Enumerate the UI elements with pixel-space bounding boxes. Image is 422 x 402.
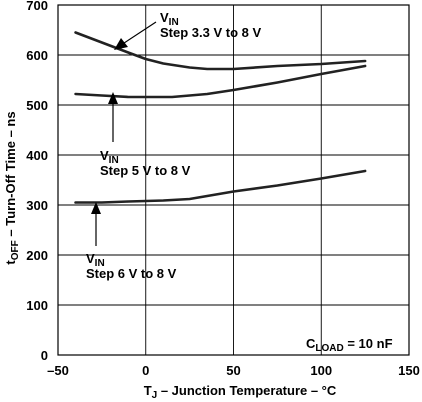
annotation-5v-vin: VIN [100,148,119,166]
annotation-5v-text: Step 5 V to 8 V [100,163,191,178]
x-axis-label: TJ – Junction Temperature – °C [144,383,337,401]
annotation-3v3-arrowhead [114,38,128,50]
y-tick-labels: 0 100 200 300 400 500 600 700 [26,0,48,363]
x-tick-label: 100 [310,363,332,378]
annotation-6v-vin: VIN [86,251,105,269]
y-tick-label: 500 [26,98,48,113]
annotation-3v3-vin: VIN [160,10,179,28]
series-line-2 [74,64,367,99]
series-line-1 [74,31,367,71]
annotation-3v3: VIN Step 3.3 V to 8 V [114,10,261,50]
load-condition-label: CLOAD = 10 nF [306,336,393,354]
annotation-6v-arrowhead [91,202,101,214]
y-tick-label: 300 [26,198,48,213]
x-tick-label: 50 [226,363,240,378]
y-tick-label: 600 [26,48,48,63]
y-axis-label: tOFF – Turn-Off Time – ns [3,111,21,264]
series-lines [74,31,367,204]
x-tick-labels: –50 0 50 100 150 [47,363,420,378]
gridlines [58,5,409,355]
y-tick-label: 200 [26,248,48,263]
annotation-6v: VIN Step 6 V to 8 V [86,202,177,281]
annotation-3v3-text: Step 3.3 V to 8 V [160,25,261,40]
annotation-6v-text: Step 6 V to 8 V [86,266,177,281]
annotation-5v: VIN Step 5 V to 8 V [100,92,191,178]
y-tick-label: 0 [41,348,48,363]
y-tick-label: 100 [26,298,48,313]
x-tick-label: –50 [47,363,69,378]
plot-frame [57,4,410,356]
y-tick-label: 400 [26,148,48,163]
annotation-5v-arrowhead [108,92,118,104]
x-tick-label: 150 [398,363,420,378]
y-tick-label: 700 [26,0,48,13]
x-tick-label: 0 [142,363,149,378]
series-line-3 [74,169,367,204]
